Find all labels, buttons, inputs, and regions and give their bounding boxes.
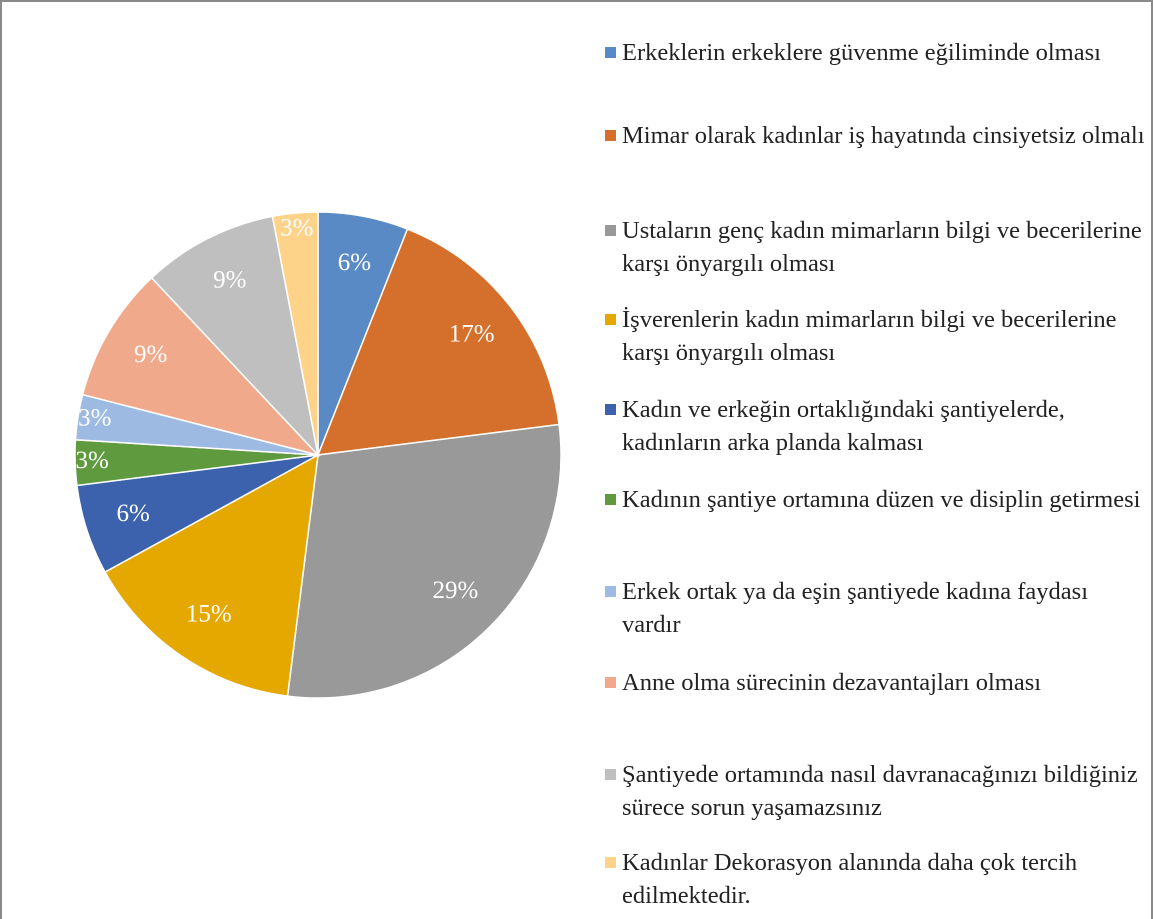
data-label: 6%: [338, 249, 371, 276]
legend-label: İşverenlerin kadın mimarların bilgi ve b…: [622, 306, 1117, 366]
legend-swatch: [605, 677, 616, 688]
data-label: 6%: [116, 500, 149, 527]
legend-swatch: [605, 404, 616, 415]
legend-swatch: [605, 769, 616, 780]
legend-label: Şantiyede ortamında nasıl davranacağınız…: [622, 761, 1138, 821]
pie-slice: [104, 453, 319, 697]
data-label: 15%: [186, 601, 232, 628]
legend-label: Kadın ve erkeğin ortaklığındaki şantiyel…: [622, 396, 1065, 456]
data-label: 3%: [280, 215, 313, 242]
data-label: 29%: [433, 577, 479, 604]
pie-slice: [316, 228, 560, 456]
legend-label: Kadının şantiye ortamına düzen ve disipl…: [622, 486, 1141, 513]
pie-slice: [286, 423, 562, 699]
data-label: 9%: [134, 341, 167, 368]
legend-swatch: [605, 225, 616, 236]
legend-label: Erkek ortak ya da eşin şantiyede kadına …: [622, 578, 1089, 638]
legend-label: Ustaların genç kadın mimarların bilgi ve…: [622, 217, 1142, 277]
data-label: 9%: [213, 267, 246, 294]
legend-swatch: [605, 586, 616, 597]
data-label: 17%: [449, 321, 495, 348]
legend-swatch: [605, 47, 616, 58]
legend-label: Mimar olarak kadınlar iş hayatında cinsi…: [622, 122, 1145, 149]
legend-label: Anne olma sürecinin dezavantajları olmas…: [622, 669, 1042, 696]
legend-label: Kadınlar Dekorasyon alanında daha çok te…: [622, 849, 1078, 909]
pie-slice: [81, 276, 321, 457]
legend-swatch: [605, 314, 616, 325]
legend-label: Erkeklerin erkeklere güvenme eğiliminde …: [622, 39, 1101, 66]
pie-slice: [150, 215, 320, 458]
legend-swatch: [605, 857, 616, 868]
legend-swatch: [605, 130, 616, 141]
data-label: 3%: [75, 447, 108, 474]
pie-slice: [271, 211, 319, 456]
data-label: 3%: [78, 404, 111, 431]
legend-swatch: [605, 494, 616, 505]
